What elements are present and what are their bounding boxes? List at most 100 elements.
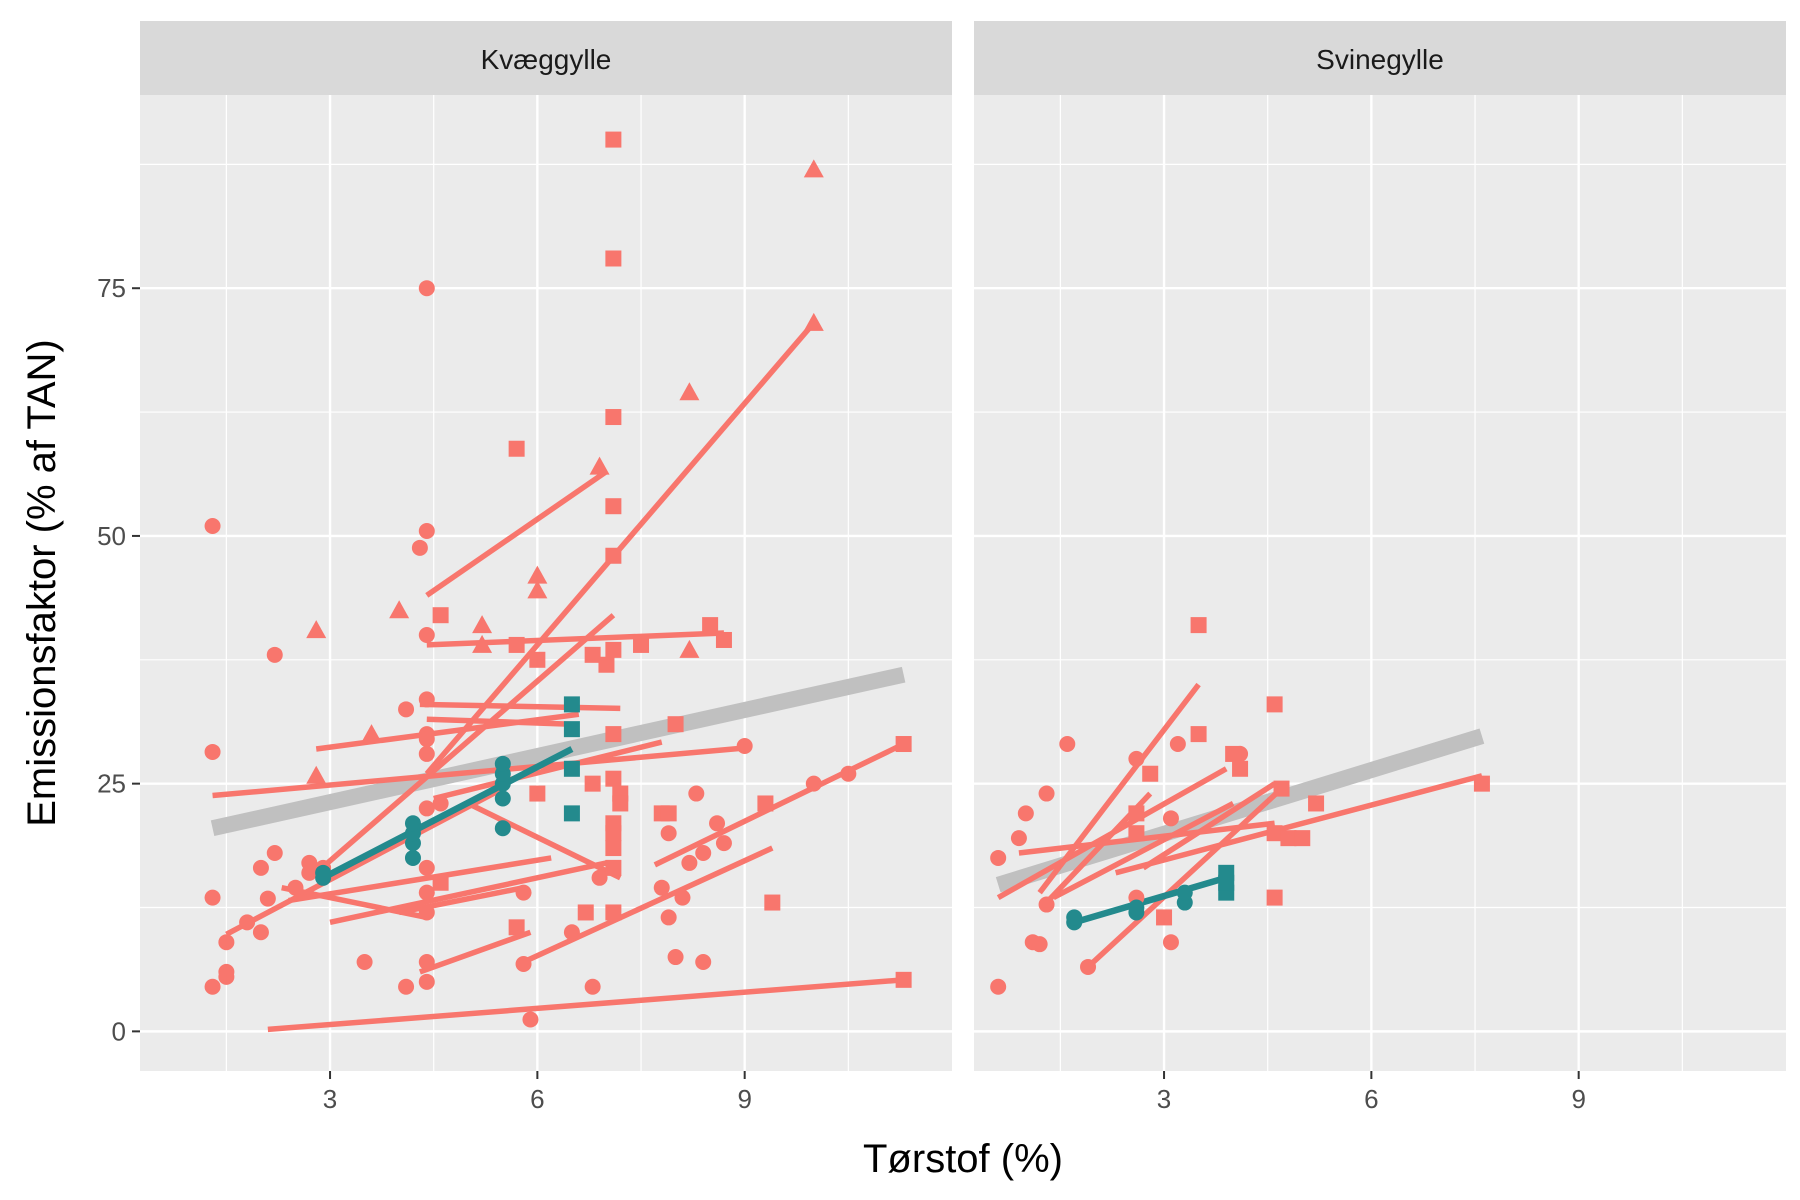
trend-line [433,739,663,802]
data-point-square [605,409,622,426]
data-point-square [757,795,774,812]
trend-line [314,613,616,875]
data-point-square [508,440,525,457]
y-tick-label: 50 [97,521,126,551]
data-point-square [598,656,615,673]
data-point-square [1280,830,1297,847]
highlight-point-circle [494,755,511,772]
data-point-circle [563,924,580,941]
data-point-triangle [527,565,548,584]
data-point-square [1190,617,1207,634]
data-point-circle [418,973,435,990]
highlight-point-circle [494,790,511,807]
data-point-circle [715,835,732,852]
data-point-square [605,547,622,564]
data-point-square [702,617,719,634]
x-axis: 3 6 9 [1157,1071,1586,1114]
data-point-square [508,636,525,653]
data-point-circle [239,914,256,931]
x-tick-label: 3 [1157,1084,1171,1114]
highlight-trend-line [321,746,574,881]
data-point-square [432,607,449,624]
data-point-circle [252,924,269,941]
data-point-square [1473,775,1490,792]
red-trend-lines [996,682,1483,969]
data-point-square [529,651,546,668]
highlight-point-circle [494,820,511,837]
data-point-circle [591,869,608,886]
data-point-circle [695,845,712,862]
trend-line [467,800,622,881]
data-point-square [1266,696,1283,713]
data-point-circle [432,795,449,812]
highlight-point-circle [1128,899,1145,916]
data-point-circle [674,889,691,906]
data-point-triangle [679,639,700,658]
data-point-circle [840,765,857,782]
data-point-triangle [527,580,548,599]
data-point-square [1308,795,1325,812]
data-point-square [529,785,546,802]
data-point-circle [1031,936,1048,953]
strip-background [140,21,952,95]
data-point-square [605,726,622,743]
data-point-square [605,840,622,857]
data-point-circle [287,879,304,896]
trend-line [212,745,745,799]
data-point-circle [259,890,276,907]
data-point-circle [1038,896,1055,913]
data-point-square [605,825,622,842]
highlight-trend-line [1073,874,1228,926]
y-axis-title: Emissionsfaktor (% af TAN) [20,339,64,827]
data-point-square [1142,765,1159,782]
data-point-square [1266,825,1283,842]
x-tick-label: 6 [530,1084,544,1114]
trend-line [1052,801,1235,901]
data-point-square [605,250,622,267]
y-tick-label: 25 [97,769,126,799]
strip-background [974,21,1786,95]
data-point-triangle [803,312,824,331]
strip-label-kvaeggylle: Kvæggylle [481,44,612,75]
trend-line [281,884,428,921]
trend-line [288,855,552,904]
data-point-circle [418,280,435,297]
highlight-point-circle [404,849,421,866]
data-point-square [605,904,622,921]
data-point-square [895,971,912,988]
trend-line [425,469,609,598]
data-point-circle [204,518,221,535]
data-point-circle [660,909,677,926]
data-point-circle [418,884,435,901]
data-point-square [764,894,781,911]
data-point-circle [653,879,670,896]
data-point-circle [1010,830,1027,847]
data-point-circle [356,954,373,971]
panel-background [974,95,1786,1071]
x-tick-label: 6 [1364,1084,1378,1114]
data-point-square [1128,825,1145,842]
highlight-point-square [563,721,580,738]
trend-line [426,716,573,727]
highlight-point-square [563,805,580,822]
overall-trend-line [210,666,906,837]
trend-line [1037,682,1201,895]
data-point-circle [736,737,753,754]
data-point-square [895,736,912,753]
trend-line [653,741,905,868]
data-point-circle [522,1011,539,1028]
data-point-circle [990,849,1007,866]
data-point-square [605,641,622,658]
panel-kvaeggylle: Kvæggylle 3 6 9 [140,21,952,1114]
trend-line [522,845,774,965]
trend-line [1086,786,1284,969]
trend-line [267,977,904,1033]
highlight-point-circle [404,815,421,832]
data-point-circle [266,646,283,663]
data-point-square [612,795,629,812]
trend-line [398,884,525,916]
y-tick-label: 75 [97,273,126,303]
highlight-trend-lines [1073,874,1228,926]
data-point-square [1156,909,1173,926]
data-point-circle [515,955,532,972]
